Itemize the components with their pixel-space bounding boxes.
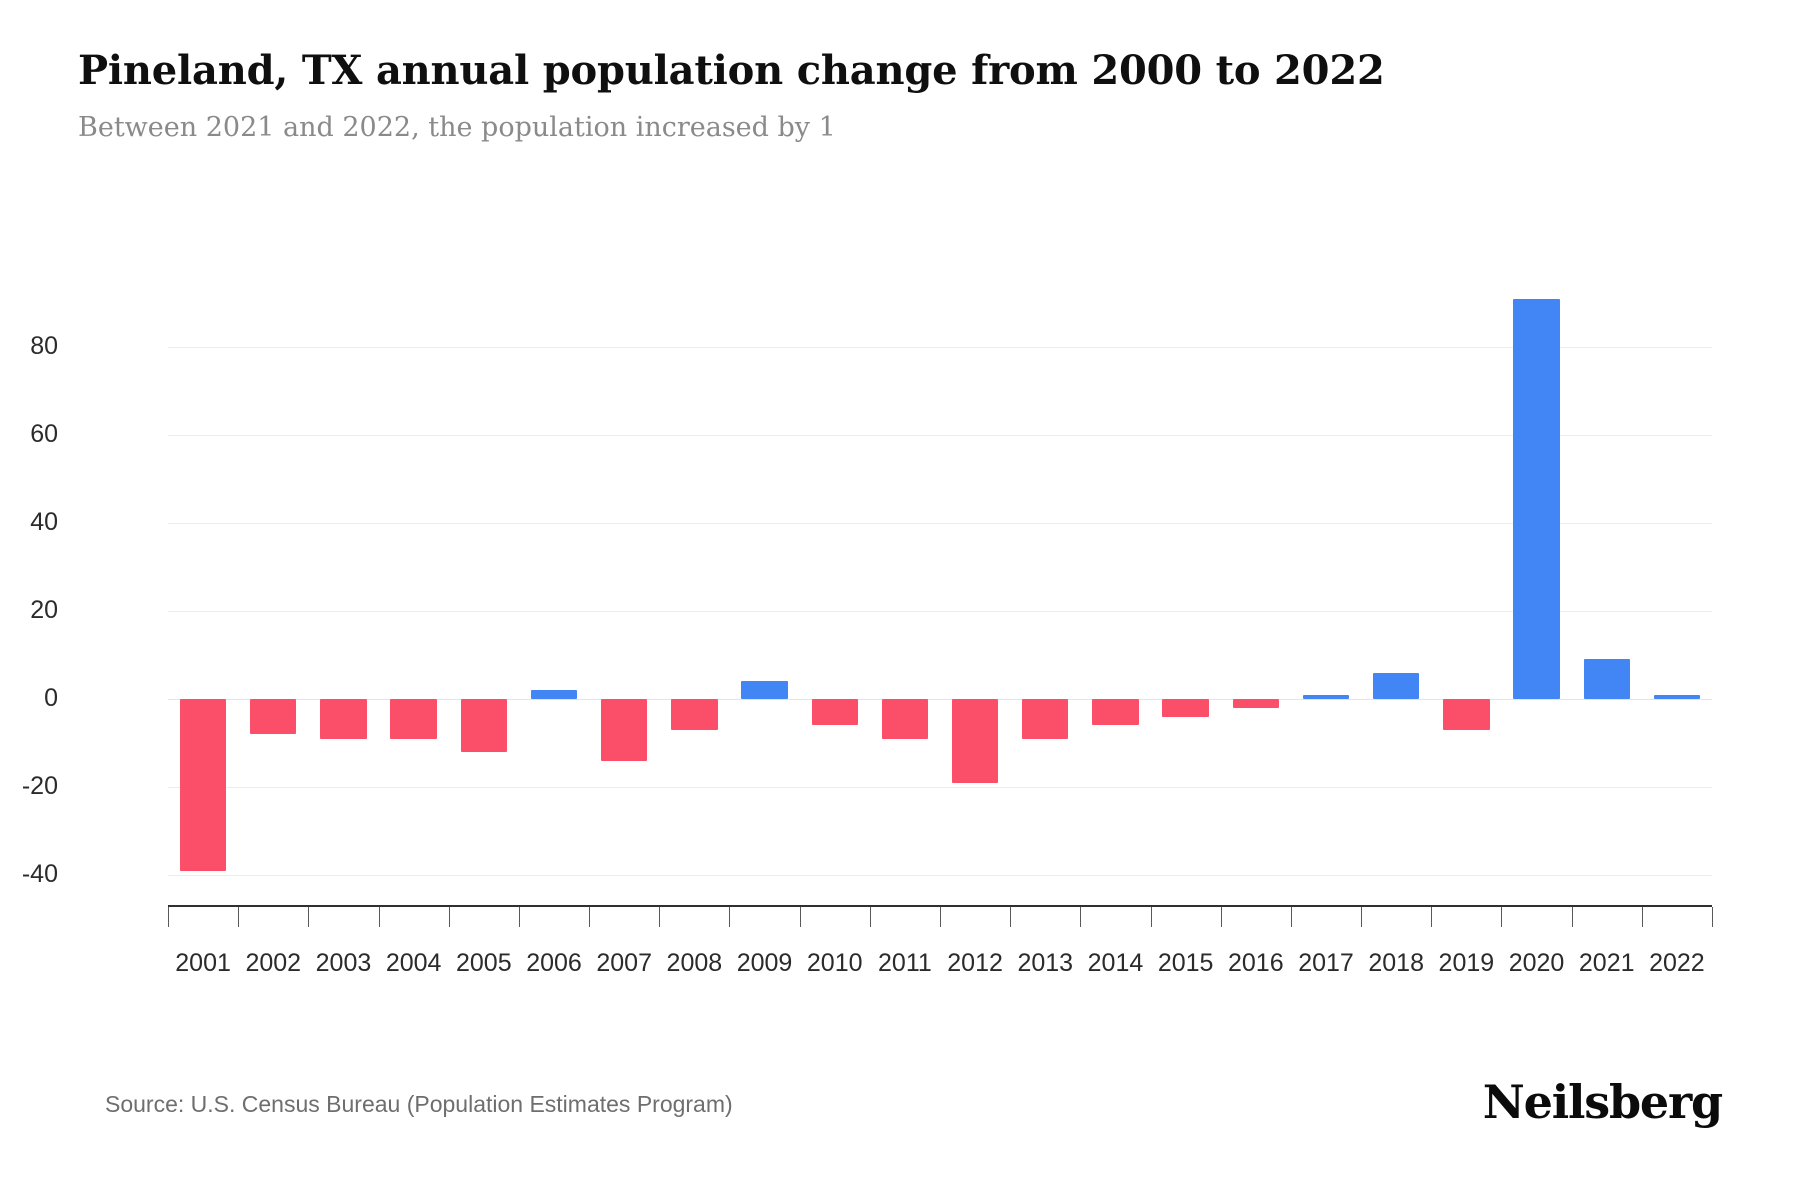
bar[interactable] [1583, 659, 1630, 699]
bar[interactable] [320, 699, 367, 739]
x-axis-tick-label: 2020 [1508, 949, 1565, 977]
bar[interactable] [741, 681, 788, 699]
x-axis-tick-label: 2010 [806, 949, 863, 977]
x-axis-tick-label: 2009 [736, 949, 793, 977]
brand-logo: Neilsberg [1482, 1075, 1723, 1129]
x-axis-tick [238, 907, 240, 927]
x-axis-tick-label: 2013 [1017, 949, 1074, 977]
x-axis-tick-label: 2012 [947, 949, 1003, 977]
x-axis-tick [1220, 907, 1222, 927]
x-axis-tick [448, 907, 450, 927]
x-axis-tick [1290, 907, 1292, 927]
bar[interactable] [250, 699, 297, 735]
bar[interactable] [1653, 694, 1701, 699]
x-axis-tick-label: 2014 [1087, 949, 1144, 977]
x-axis-tick [1431, 907, 1433, 927]
x-axis-tick-label: 2016 [1228, 949, 1284, 977]
bar[interactable] [671, 699, 718, 730]
source-note: Source: U.S. Census Bureau (Population E… [105, 1091, 733, 1117]
x-axis-tick [518, 907, 520, 927]
bar[interactable] [179, 699, 227, 871]
bar[interactable] [1373, 672, 1420, 699]
y-axis-tick-label: 60 [30, 420, 58, 448]
bar[interactable] [811, 699, 858, 726]
bar[interactable] [1162, 699, 1209, 717]
x-axis-tick [1641, 907, 1643, 927]
bar[interactable] [390, 699, 437, 739]
x-axis-tick-label: 2007 [596, 949, 652, 977]
x-axis-tick-label: 2003 [315, 949, 372, 977]
x-axis-tick [378, 907, 380, 927]
x-axis-tick [168, 907, 169, 927]
x-axis-tick [869, 907, 871, 927]
x-axis-tick-label: 2022 [1649, 949, 1705, 977]
x-axis-tick-label: 2017 [1298, 949, 1354, 977]
x-axis-tick [799, 907, 801, 927]
y-axis-tick-label: 80 [30, 332, 58, 360]
x-axis-line [168, 905, 1712, 907]
x-axis-tick-label: 2001 [175, 949, 231, 977]
x-axis-tick [659, 907, 661, 927]
bar[interactable] [530, 690, 578, 699]
x-axis-tick-label: 2006 [526, 949, 582, 977]
bar[interactable] [460, 699, 507, 752]
bar[interactable] [1302, 694, 1350, 699]
x-axis-tick-label: 2018 [1368, 949, 1424, 977]
bars-container [168, 250, 1712, 905]
x-axis-tick [729, 907, 731, 927]
x-axis-tick-label: 2004 [385, 949, 442, 977]
bar[interactable] [1092, 699, 1139, 726]
x-axis-tick [940, 907, 941, 927]
chart-header: Pineland, TX annual population change fr… [78, 46, 1718, 146]
x-axis-tick-label: 2002 [245, 949, 302, 977]
x-axis-tick-label: 2015 [1157, 949, 1214, 977]
x-axis-tick-label: 2019 [1438, 949, 1495, 977]
x-axis-tick-label: 2021 [1578, 949, 1635, 977]
y-axis-tick-label: 0 [44, 684, 58, 712]
x-axis-tick [308, 907, 310, 927]
x-axis-tick [1361, 907, 1363, 927]
x-axis-tick-label: 2008 [666, 949, 723, 977]
bar[interactable] [951, 699, 999, 783]
bar[interactable] [1443, 699, 1490, 730]
bar[interactable] [1232, 699, 1279, 708]
x-axis-tick [589, 907, 591, 927]
y-axis-tick-label: -40 [21, 860, 58, 888]
chart-subtitle: Between 2021 and 2022, the population in… [78, 112, 836, 143]
y-axis-tick-label: 40 [30, 508, 58, 536]
x-axis-tick [1501, 907, 1503, 927]
x-axis-tick [1080, 907, 1082, 927]
x-axis-tick [1571, 907, 1573, 927]
x-axis-tick [1712, 907, 1713, 927]
bar[interactable] [601, 699, 648, 761]
bar[interactable] [1022, 699, 1069, 739]
x-axis-tick-label: 2011 [878, 949, 932, 977]
y-axis-tick-label: 20 [30, 596, 58, 624]
bar[interactable] [1513, 298, 1560, 699]
x-axis-tick [1010, 907, 1012, 927]
page-title: Pineland, TX annual population change fr… [78, 47, 1385, 94]
y-axis-tick-label: -20 [21, 772, 58, 800]
x-axis-tick [1150, 907, 1152, 927]
x-axis-tick-label: 2005 [456, 949, 512, 977]
bar[interactable] [881, 699, 929, 739]
